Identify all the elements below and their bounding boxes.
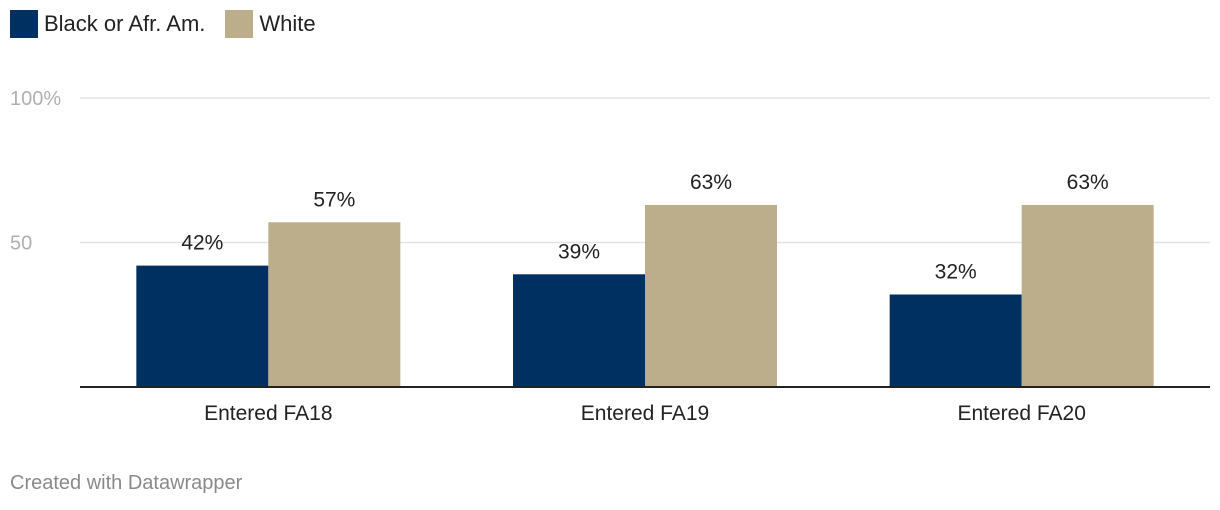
x-tick-label-2: Entered FA19 (581, 402, 709, 425)
data-label-black-1: 42% (181, 232, 223, 255)
x-tick-label-1: Entered FA18 (204, 402, 332, 425)
bar-white-2 (645, 204, 777, 387)
legend-label-white: White (259, 11, 316, 36)
legend: Black or Afr. Am. White (10, 10, 316, 38)
y-tick-label-50: 50 (10, 233, 32, 255)
legend-item-black: Black or Afr. Am. (10, 10, 205, 38)
legend-item-white: White (225, 10, 316, 38)
legend-swatch-white (225, 10, 254, 38)
bar-chart: 100% 50 42% 57% Entered FA18 39% 63% Entered FA… (10, 88, 1210, 425)
bar-white-1 (268, 222, 401, 387)
data-label-white-2: 63% (690, 171, 732, 194)
y-tick-label-100: 100% (10, 88, 61, 110)
bar-white-3 (1021, 204, 1154, 387)
legend-swatch-black (10, 10, 38, 38)
data-label-white-1: 57% (313, 188, 355, 211)
bar-black-1 (136, 265, 269, 387)
bar-black-2 (513, 274, 645, 387)
data-label-black-3: 32% (935, 261, 977, 284)
bar-black-3 (889, 294, 1022, 387)
data-label-white-3: 63% (1067, 171, 1109, 194)
x-tick-label-3: Entered FA20 (957, 402, 1085, 425)
legend-label-black: Black or Afr. Am. (44, 11, 206, 36)
datawrapper-credit: Created with Datawrapper (10, 472, 243, 494)
data-label-black-2: 39% (558, 240, 600, 263)
